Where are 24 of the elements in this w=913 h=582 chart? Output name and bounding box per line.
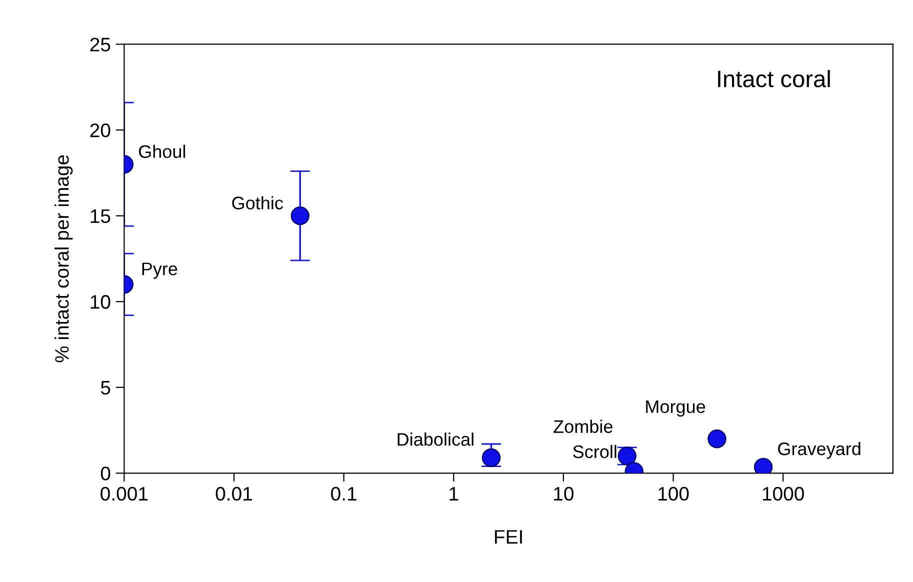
x-tick-label: 10 <box>554 486 574 501</box>
x-tick-label: 1 <box>450 487 458 500</box>
annotation: Gothic <box>232 196 283 210</box>
x-axis-title: FEI <box>495 530 522 544</box>
x-tick-label: 100 <box>658 486 689 501</box>
annotation: Zombie <box>554 420 612 433</box>
y-tick-label: 5 <box>100 381 110 395</box>
y-tick-label: 25 <box>90 38 110 52</box>
x-tick-label: 0.001 <box>100 486 148 501</box>
x-tick-label: 0.1 <box>331 486 356 501</box>
annotation: Pyre <box>142 262 178 279</box>
annotation: Scroll <box>573 444 616 458</box>
y-tick-label: 0 <box>100 466 110 480</box>
x-tick-label: 1000 <box>762 486 804 501</box>
x-tick-label: 0.01 <box>216 486 252 501</box>
annotation: Ghoul <box>138 144 186 158</box>
annotation: Diabolical <box>398 432 474 446</box>
y-axis-title: % intact coral per image <box>54 155 73 362</box>
annotation: Graveyard <box>778 442 860 459</box>
text: Intact coral <box>718 70 830 88</box>
y-tick-label: 15 <box>90 209 110 224</box>
annotation: Morgue <box>646 400 706 417</box>
y-tick-label: 20 <box>90 123 110 138</box>
y-tick-label: 10 <box>90 295 110 309</box>
